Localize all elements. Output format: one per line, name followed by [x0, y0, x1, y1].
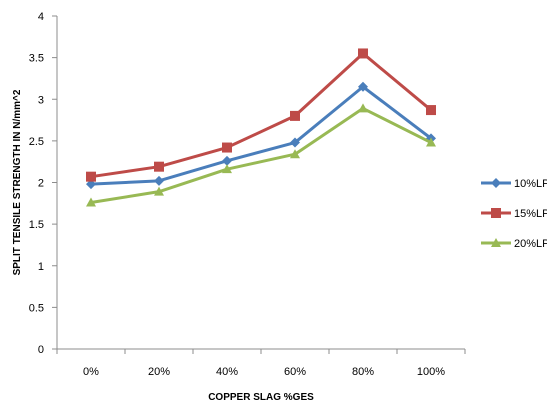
x-tick-label: 60% [284, 366, 306, 378]
data-point [358, 48, 368, 59]
data-point [290, 110, 300, 121]
y-tick-label: 4 [38, 11, 44, 23]
data-point [86, 197, 96, 207]
data-point [491, 208, 501, 218]
series-layer [86, 48, 436, 207]
data-point [426, 105, 436, 116]
series-line [90, 85, 432, 186]
data-point [290, 149, 300, 159]
axes [52, 15, 466, 354]
y-tick-label: 3.5 [29, 53, 44, 65]
legend-label: 20%LP [514, 238, 547, 250]
x-tick-label: 20% [148, 366, 170, 378]
y-tick-label: 2 [38, 178, 44, 190]
series-line [90, 106, 432, 204]
x-tick-labels: 0% 20% 40% 60% 80% 100% [83, 366, 445, 378]
x-axis-title: COPPER SLAG %GES [208, 392, 314, 403]
data-point [358, 81, 368, 92]
data-point [154, 186, 164, 196]
data-point [154, 161, 164, 172]
x-tick-label: 0% [83, 366, 99, 378]
data-point [86, 171, 96, 182]
x-tick-label: 80% [352, 366, 374, 378]
series-15lp [86, 48, 436, 182]
y-tick-label: 0 [38, 344, 44, 356]
data-point [222, 164, 232, 174]
legend-item: 10%LP [481, 178, 547, 190]
y-tick-label: 1 [38, 261, 44, 273]
legend-label: 15%LP [514, 208, 547, 220]
legend-item: 20%LP [481, 238, 547, 250]
x-tick-label: 40% [216, 366, 238, 378]
y-axis-title: SPLIT TENSILE STRENGTH IN N/mm^2 [12, 89, 23, 275]
x-tick-label: 100% [417, 366, 445, 378]
y-tick-label: 3 [38, 94, 44, 106]
data-point [491, 178, 501, 188]
y-tick-label: 1.5 [29, 219, 44, 231]
data-point [222, 155, 232, 166]
series-10lp [86, 81, 436, 190]
legend: 10%LP 15%LP 20%LP [481, 178, 547, 250]
series-line [90, 51, 432, 179]
series-20lp [86, 103, 436, 207]
y-tick-label: 0.5 [29, 302, 44, 314]
data-point [222, 142, 232, 153]
y-tick-label: 2.5 [29, 136, 44, 148]
y-tick-labels: 0 0.5 1 1.5 2 2.5 3 3.5 4 [29, 11, 44, 356]
legend-item: 15%LP [481, 208, 547, 220]
data-point [491, 238, 501, 247]
data-point [154, 175, 164, 186]
data-point [358, 103, 368, 113]
data-point [426, 137, 436, 147]
legend-label: 10%LP [514, 178, 547, 190]
data-point [290, 137, 300, 148]
